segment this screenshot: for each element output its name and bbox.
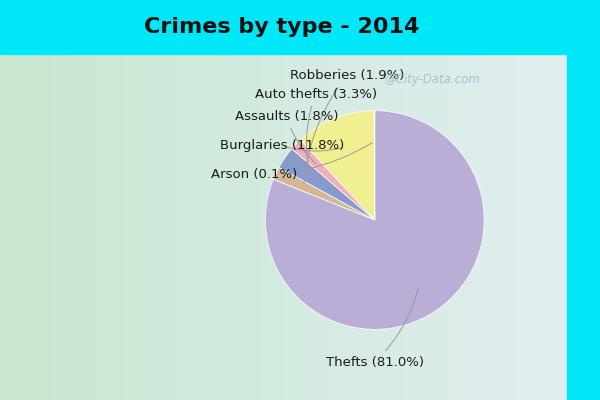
Bar — [0, 0, 600, 54]
Wedge shape — [265, 111, 484, 329]
Text: @City-Data.com: @City-Data.com — [384, 74, 480, 86]
Wedge shape — [279, 149, 375, 220]
Wedge shape — [301, 111, 375, 220]
Wedge shape — [292, 140, 375, 220]
Text: Thefts (81.0%): Thefts (81.0%) — [326, 288, 424, 369]
Bar — [567, 54, 600, 400]
Text: Robberies (1.9%): Robberies (1.9%) — [290, 69, 404, 184]
Text: Arson (0.1%): Arson (0.1%) — [211, 143, 372, 180]
Text: Auto thefts (3.3%): Auto thefts (3.3%) — [254, 88, 377, 172]
Text: Burglaries (11.8%): Burglaries (11.8%) — [220, 139, 344, 152]
Text: Crimes by type - 2014: Crimes by type - 2014 — [145, 17, 419, 37]
Text: Assaults (1.8%): Assaults (1.8%) — [235, 110, 338, 164]
Wedge shape — [374, 111, 375, 220]
Wedge shape — [274, 168, 375, 220]
